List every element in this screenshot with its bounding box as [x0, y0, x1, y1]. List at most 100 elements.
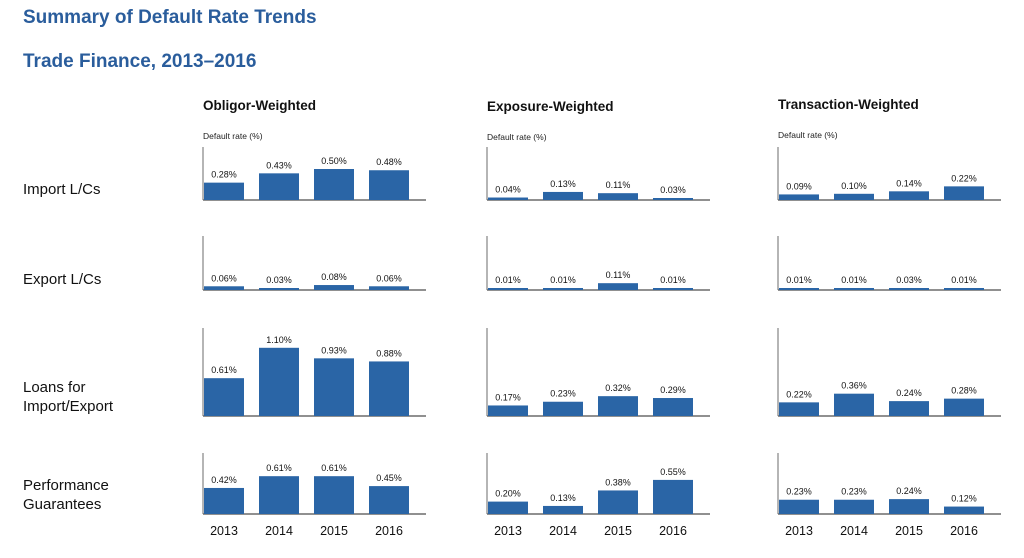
bar [653, 288, 693, 290]
data-label: 0.32% [605, 383, 631, 393]
data-label: 0.24% [896, 388, 922, 398]
data-label: 0.13% [550, 179, 576, 189]
data-label: 0.28% [951, 386, 977, 396]
data-label: 0.01% [550, 275, 576, 285]
data-label: 0.61% [211, 365, 237, 375]
bar [543, 191, 583, 200]
bar [543, 401, 583, 416]
bar [314, 285, 354, 290]
row-label: Import/Export [23, 398, 114, 415]
x-tick-label: 2014 [265, 524, 293, 538]
x-tick-label: 2016 [659, 524, 687, 538]
data-label: 0.36% [841, 381, 867, 391]
panel-title: Exposure-Weighted [487, 99, 614, 114]
x-tick-label: 2015 [320, 524, 348, 538]
data-label: 0.20% [495, 489, 521, 499]
bar [543, 288, 583, 290]
bar [653, 398, 693, 416]
bar [653, 479, 693, 514]
data-label: 0.01% [660, 275, 686, 285]
y-axis-label: Default rate (%) [487, 132, 547, 142]
bar [889, 288, 929, 290]
bar [889, 499, 929, 514]
bar [944, 186, 984, 200]
data-label: 0.23% [786, 487, 812, 497]
bar [889, 401, 929, 416]
x-tick-label: 2013 [785, 524, 813, 538]
y-axis-label: Default rate (%) [203, 131, 263, 141]
bar [598, 490, 638, 514]
row-label: Guarantees [23, 496, 101, 513]
bar [314, 476, 354, 514]
chart-subtitle: Trade Finance, 2013–2016 [23, 51, 257, 72]
data-label: 1.10% [266, 335, 292, 345]
bar [488, 501, 528, 514]
data-label: 0.61% [266, 463, 292, 473]
data-label: 0.03% [660, 185, 686, 195]
bar [259, 476, 299, 514]
data-label: 0.45% [376, 473, 402, 483]
bar [779, 288, 819, 290]
data-label: 0.38% [605, 477, 631, 487]
bar [369, 361, 409, 416]
bar [204, 286, 244, 290]
data-label: 0.23% [550, 389, 576, 399]
bar [314, 169, 354, 200]
data-label: 0.06% [376, 273, 402, 283]
data-label: 0.08% [321, 272, 347, 282]
data-label: 0.22% [786, 389, 812, 399]
x-tick-label: 2015 [895, 524, 923, 538]
data-label: 0.28% [211, 170, 237, 180]
bar [834, 499, 874, 514]
data-label: 0.23% [841, 487, 867, 497]
panel-title: Transaction-Weighted [778, 97, 919, 112]
bar [889, 191, 929, 200]
x-tick-label: 2016 [950, 524, 978, 538]
bar [369, 286, 409, 290]
bar [204, 378, 244, 416]
bar [779, 402, 819, 416]
row-label: Import L/Cs [23, 181, 101, 198]
data-label: 0.29% [660, 385, 686, 395]
data-label: 0.24% [896, 486, 922, 496]
data-label: 0.93% [321, 345, 347, 355]
x-tick-label: 2014 [840, 524, 868, 538]
bar [259, 173, 299, 200]
x-tick-label: 2013 [210, 524, 238, 538]
data-label: 0.55% [660, 467, 686, 477]
bar [779, 499, 819, 514]
bar [204, 182, 244, 200]
data-label: 0.14% [896, 178, 922, 188]
data-label: 0.03% [896, 275, 922, 285]
data-label: 0.04% [495, 185, 521, 195]
data-label: 0.11% [606, 270, 631, 280]
bar [314, 358, 354, 416]
row-label: Performance [23, 477, 109, 494]
chart-title: Summary of Default Rate Trends [23, 7, 317, 28]
data-label: 0.12% [951, 494, 977, 504]
x-tick-label: 2016 [375, 524, 403, 538]
bar [944, 506, 984, 514]
data-label: 0.43% [266, 160, 292, 170]
data-label: 0.01% [786, 275, 812, 285]
data-label: 0.06% [211, 273, 237, 283]
bar [598, 283, 638, 290]
bar [944, 288, 984, 290]
bar [488, 288, 528, 290]
data-label: 0.01% [841, 275, 867, 285]
data-label: 0.22% [951, 173, 977, 183]
bar [834, 393, 874, 416]
bar [259, 347, 299, 416]
bar [204, 487, 244, 514]
row-label: Export L/Cs [23, 271, 101, 288]
bar [944, 398, 984, 416]
bar [543, 505, 583, 514]
data-label: 0.61% [321, 463, 347, 473]
bar [488, 405, 528, 416]
data-label: 0.01% [495, 275, 521, 285]
data-label: 0.17% [495, 392, 521, 402]
row-label: Loans for [23, 379, 86, 396]
bar [834, 288, 874, 290]
bar [598, 193, 638, 200]
